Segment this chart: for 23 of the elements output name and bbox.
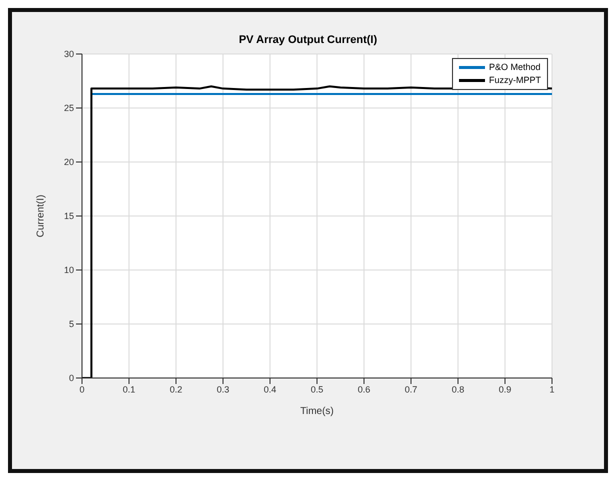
y-tick-label: 30	[64, 49, 74, 60]
chart-title: PV Array Output Current(I)	[238, 33, 378, 48]
y-axis-title: Current(I)	[36, 194, 47, 238]
x-tick-label: 0.1	[122, 384, 136, 394]
x-tick-label: 0.4	[264, 384, 276, 394]
legend-label: Fuzzy-MPPT	[488, 74, 541, 87]
y-tick-label: 0	[68, 373, 74, 384]
x-tick-label: 0.5	[310, 384, 324, 394]
legend-label: P&O Method	[488, 61, 541, 74]
y-tick-label: 5	[68, 319, 74, 330]
x-tick-label: 0.3	[216, 384, 230, 394]
x-tick-label: 0.7	[404, 384, 418, 394]
x-tick-label: 0.9	[498, 384, 512, 394]
y-tick-label: 10	[64, 265, 74, 276]
x-tick-label: 0.6	[358, 384, 370, 394]
y-tick-label: 15	[64, 211, 74, 222]
x-axis-title: Time(s)	[300, 406, 334, 417]
x-tick-label: 1	[549, 384, 555, 394]
y-tick-label: 20	[64, 157, 74, 168]
x-tick-label: 0	[79, 384, 85, 394]
x-tick-label: 0.8	[452, 384, 464, 394]
x-tick-label: 0.2	[170, 384, 182, 394]
y-tick-label: 25	[64, 103, 74, 114]
